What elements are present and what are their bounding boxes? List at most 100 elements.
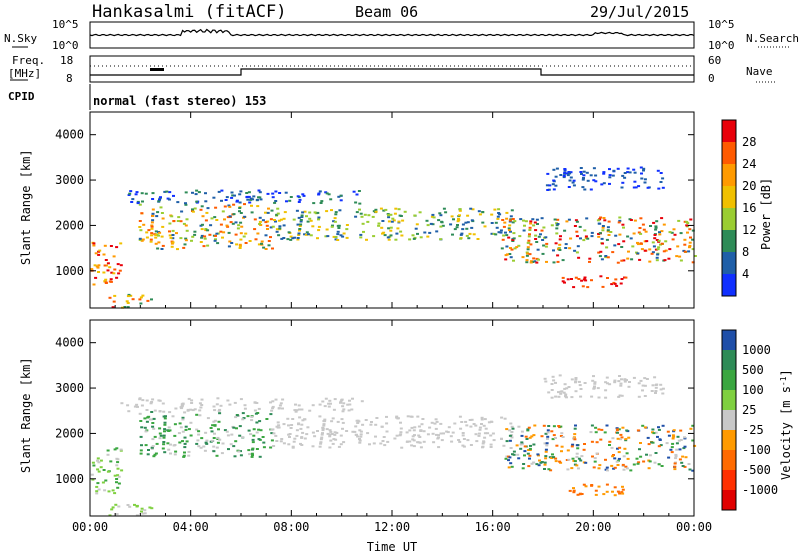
heatmap-cell xyxy=(169,236,173,239)
heatmap-cell xyxy=(205,439,209,442)
heatmap-cell xyxy=(582,177,585,179)
heatmap-cell xyxy=(671,442,675,445)
heatmap-cell xyxy=(535,241,539,243)
colorbar-tick-label: 16 xyxy=(742,201,756,215)
heatmap-cell xyxy=(625,429,629,432)
heatmap-cell xyxy=(181,416,185,419)
heatmap-cell xyxy=(145,409,149,411)
heatmap-cell xyxy=(176,248,179,251)
heatmap-cell xyxy=(598,222,602,225)
heatmap-cell xyxy=(574,377,578,379)
heatmap-cell xyxy=(149,240,153,243)
heatmap-cell xyxy=(264,221,268,224)
heatmap-cell xyxy=(317,216,321,219)
heatmap-cell xyxy=(298,229,301,232)
heatmap-cell xyxy=(332,408,336,411)
heatmap-cell xyxy=(210,430,214,433)
heatmap-cell xyxy=(183,411,187,414)
heatmap-cell xyxy=(548,184,552,187)
heatmap-cell xyxy=(493,208,497,211)
heatmap-cell xyxy=(113,294,117,297)
heatmap-cell xyxy=(398,214,402,217)
heatmap-cell xyxy=(331,442,335,445)
y-tick-label: 3000 xyxy=(55,173,84,187)
heatmap-cell xyxy=(394,238,398,241)
heatmap-cell xyxy=(474,424,478,427)
heatmap-cell xyxy=(175,232,178,235)
heatmap-cell xyxy=(97,253,101,256)
heatmap-cell xyxy=(269,236,272,239)
heatmap-cell xyxy=(657,246,661,249)
colorbar-tick-label: 25 xyxy=(742,403,756,417)
heatmap-cell xyxy=(622,226,625,229)
heatmap-cell xyxy=(113,474,117,477)
heatmap-cell xyxy=(563,168,567,171)
heatmap-cell xyxy=(594,180,598,183)
heatmap-cell xyxy=(140,507,144,510)
heatmap-cell xyxy=(655,256,659,259)
heatmap-cell xyxy=(577,467,580,470)
heatmap-cell xyxy=(253,218,257,221)
heatmap-cell xyxy=(147,229,151,232)
heatmap-cell xyxy=(572,179,576,182)
heatmap-cell xyxy=(278,225,282,228)
heatmap-cell xyxy=(298,198,302,201)
heatmap-cell xyxy=(168,222,172,225)
heatmap-cell xyxy=(354,201,358,204)
heatmap-cell xyxy=(271,405,275,408)
heatmap-cell xyxy=(415,223,419,226)
heatmap-cell xyxy=(656,253,660,256)
heatmap-cell xyxy=(323,418,327,421)
heatmap-cell xyxy=(99,466,103,469)
heatmap-cell xyxy=(264,248,268,250)
heatmap-cell xyxy=(543,461,547,464)
heatmap-cell xyxy=(607,220,611,223)
heatmap-cell xyxy=(155,442,159,445)
heatmap-cell xyxy=(282,237,286,239)
heatmap-cell xyxy=(300,214,304,217)
heatmap-cell xyxy=(247,429,251,432)
heatmap-cell xyxy=(641,389,644,392)
heatmap-cell xyxy=(239,221,243,224)
heatmap-cell xyxy=(658,438,662,441)
heatmap-cell xyxy=(328,435,332,438)
heatmap-cell xyxy=(624,276,628,279)
heatmap-cell xyxy=(544,380,548,383)
heatmap-cell xyxy=(267,244,271,247)
heatmap-cell xyxy=(150,446,154,449)
heatmap-cell xyxy=(444,211,448,214)
heatmap-cell xyxy=(555,232,559,235)
heatmap-cell xyxy=(232,426,236,429)
heatmap-cell xyxy=(580,173,583,175)
heatmap-cell xyxy=(161,402,165,405)
heatmap-cell xyxy=(204,192,207,195)
heatmap-cell xyxy=(680,461,684,464)
heatmap-cell xyxy=(613,486,617,489)
heatmap-cell xyxy=(641,223,645,226)
heatmap-cell xyxy=(617,395,621,398)
heatmap-cell xyxy=(317,225,321,228)
heatmap-cell xyxy=(266,220,270,223)
heatmap-cell xyxy=(258,420,262,423)
heatmap-cell xyxy=(214,234,217,237)
heatmap-cell xyxy=(333,398,337,401)
heatmap-cell xyxy=(111,506,115,509)
y-tick-label: 2000 xyxy=(55,218,84,232)
heatmap-cell xyxy=(374,435,377,438)
heatmap-cell xyxy=(602,172,606,175)
heatmap-cell xyxy=(622,240,626,243)
heatmap-cell xyxy=(277,219,281,222)
heatmap-cell xyxy=(584,485,588,488)
heatmap-cell xyxy=(685,220,689,223)
heatmap-cell xyxy=(201,215,205,218)
heatmap-cell xyxy=(512,259,515,262)
heatmap-cell xyxy=(216,441,220,444)
heatmap-cell xyxy=(147,449,150,451)
heatmap-cell xyxy=(642,460,646,463)
heatmap-cell xyxy=(181,402,185,405)
heatmap-cell xyxy=(284,191,288,194)
heatmap-cell xyxy=(562,176,566,179)
heatmap-cell xyxy=(620,436,624,439)
noise-left-tick-bottom: 10^0 xyxy=(52,39,79,52)
heatmap-cell xyxy=(94,276,98,279)
